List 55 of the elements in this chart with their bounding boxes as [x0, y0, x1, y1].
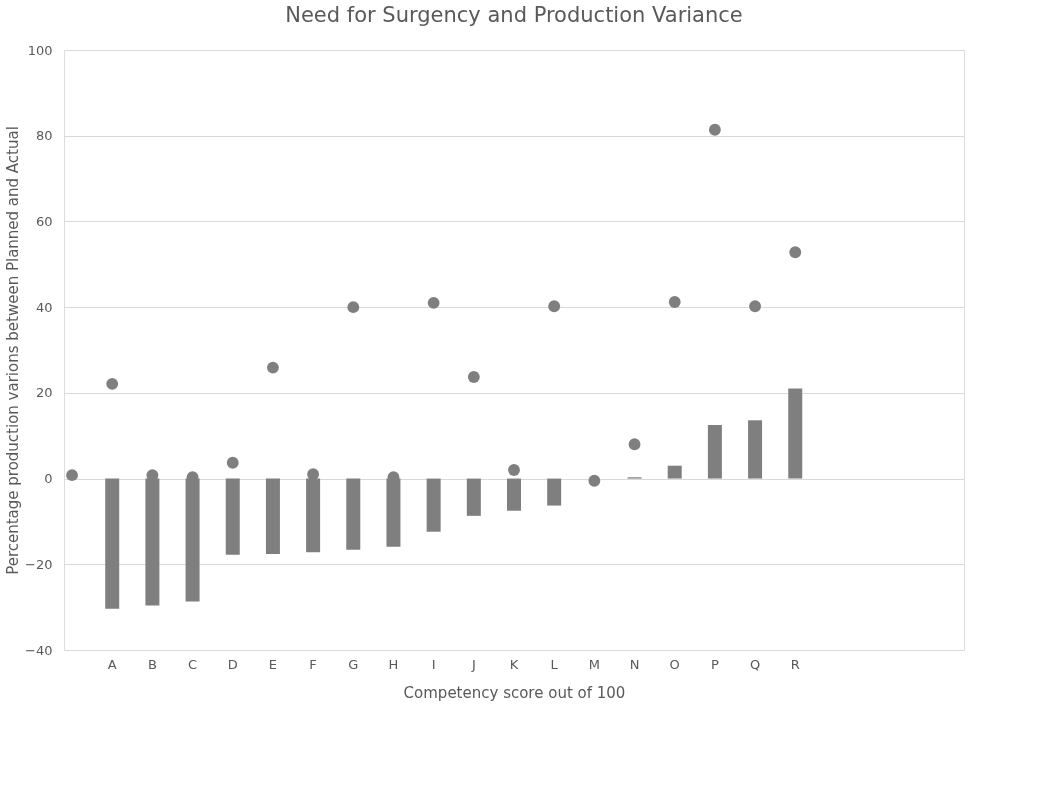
bar: [265, 478, 280, 554]
x-tick-label: J: [470, 656, 476, 672]
point: [508, 464, 520, 476]
x-tick-label: R: [790, 656, 800, 672]
point: [548, 300, 561, 313]
y-tick-label: −20: [25, 556, 53, 572]
point: [467, 371, 480, 383]
bar: [788, 388, 803, 479]
point: [226, 456, 239, 469]
y-tick-label: 80: [35, 128, 53, 144]
point: [347, 301, 360, 314]
x-tick-label: L: [550, 656, 559, 672]
point: [668, 296, 681, 308]
point: [628, 438, 641, 451]
point: [427, 296, 440, 309]
x-tick-label: I: [431, 656, 436, 672]
x-tick-label: K: [509, 656, 519, 672]
point: [106, 377, 119, 390]
x-tick-label: H: [388, 656, 399, 672]
x-axis-title: Competency score out of 100: [403, 683, 626, 702]
bar: [225, 478, 240, 555]
y-tick-label: 0: [44, 471, 53, 487]
point: [66, 469, 78, 482]
x-tick-label: A: [107, 656, 117, 672]
point: [789, 246, 802, 259]
bar: [105, 478, 120, 609]
x-tick-label: F: [309, 656, 317, 672]
x-tick-label: O: [669, 656, 680, 672]
y-axis-title: Percentage production varions between Planned and Actual: [4, 126, 23, 575]
point: [749, 300, 761, 313]
x-tick-label: M: [588, 656, 600, 672]
bar: [547, 478, 562, 506]
point: [708, 123, 721, 136]
x-tick-label: E: [268, 656, 278, 672]
x-tick-label: C: [188, 656, 198, 672]
y-tick-label: 60: [35, 213, 53, 229]
chart-title: Need for Surgency and Production Variance: [285, 3, 743, 27]
y-tick-label: 20: [35, 385, 53, 401]
bar: [466, 478, 481, 516]
x-tick-label: G: [348, 656, 359, 672]
x-tick-label: N: [629, 656, 640, 672]
bar: [346, 478, 361, 550]
bar: [707, 425, 722, 479]
bar: [748, 420, 763, 479]
x-tick-label: Q: [749, 656, 761, 672]
y-tick-label: 100: [27, 42, 53, 58]
point: [267, 361, 279, 374]
y-tick-label: −40: [25, 642, 53, 658]
y-tick-label: 40: [35, 299, 53, 315]
point: [588, 474, 601, 487]
x-tick-label: D: [227, 656, 238, 672]
bar: [426, 478, 441, 532]
bar: [667, 465, 682, 479]
x-tick-label: P: [710, 656, 719, 672]
x-tick-label: B: [147, 656, 157, 672]
